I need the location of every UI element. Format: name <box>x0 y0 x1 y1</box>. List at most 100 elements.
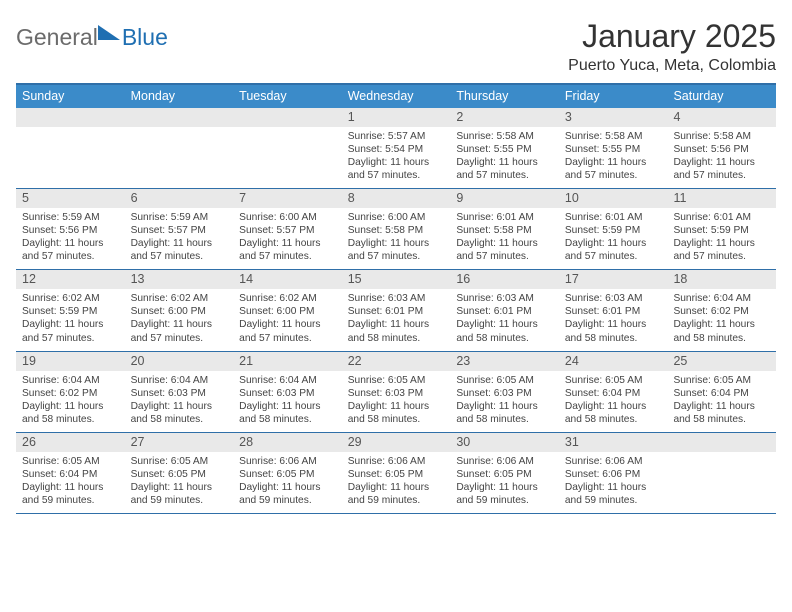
day-details: Sunrise: 6:05 AMSunset: 6:05 PMDaylight:… <box>125 452 234 513</box>
day-detail-line: Daylight: 11 hours and 58 minutes. <box>22 400 119 426</box>
day-detail-line: Sunset: 6:01 PM <box>456 305 553 318</box>
day-number: 16 <box>450 270 559 289</box>
day-detail-line: Sunset: 5:55 PM <box>456 143 553 156</box>
calendar-cell: 27Sunrise: 6:05 AMSunset: 6:05 PMDayligh… <box>125 433 234 513</box>
calendar-cell: 9Sunrise: 6:01 AMSunset: 5:58 PMDaylight… <box>450 189 559 269</box>
day-details: Sunrise: 6:05 AMSunset: 6:03 PMDaylight:… <box>342 371 451 432</box>
day-detail-line: Daylight: 11 hours and 57 minutes. <box>22 318 119 344</box>
day-detail-line: Sunrise: 6:05 AM <box>22 455 119 468</box>
day-detail-line: Sunset: 6:03 PM <box>131 387 228 400</box>
day-detail-line: Daylight: 11 hours and 57 minutes. <box>673 237 770 263</box>
calendar-cell: 13Sunrise: 6:02 AMSunset: 6:00 PMDayligh… <box>125 270 234 350</box>
day-details <box>233 127 342 136</box>
day-label-wednesday: Wednesday <box>342 85 451 108</box>
day-detail-line: Daylight: 11 hours and 58 minutes. <box>565 400 662 426</box>
day-number: 19 <box>16 352 125 371</box>
day-detail-line: Sunset: 6:03 PM <box>456 387 553 400</box>
calendar-week-row: 12Sunrise: 6:02 AMSunset: 5:59 PMDayligh… <box>16 270 776 351</box>
day-number: 9 <box>450 189 559 208</box>
day-number <box>125 108 234 127</box>
day-detail-line: Daylight: 11 hours and 59 minutes. <box>565 481 662 507</box>
day-number <box>667 433 776 452</box>
calendar-cell: 25Sunrise: 6:05 AMSunset: 6:04 PMDayligh… <box>667 352 776 432</box>
day-label-thursday: Thursday <box>450 85 559 108</box>
day-label-tuesday: Tuesday <box>233 85 342 108</box>
day-detail-line: Sunset: 6:03 PM <box>239 387 336 400</box>
day-detail-line: Sunset: 5:56 PM <box>22 224 119 237</box>
day-number: 1 <box>342 108 451 127</box>
day-detail-line: Sunrise: 6:00 AM <box>239 211 336 224</box>
calendar-cell: 11Sunrise: 6:01 AMSunset: 5:59 PMDayligh… <box>667 189 776 269</box>
day-number: 8 <box>342 189 451 208</box>
day-detail-line: Daylight: 11 hours and 57 minutes. <box>22 237 119 263</box>
day-details: Sunrise: 6:04 AMSunset: 6:03 PMDaylight:… <box>233 371 342 432</box>
day-detail-line: Sunrise: 6:02 AM <box>22 292 119 305</box>
day-number: 5 <box>16 189 125 208</box>
day-detail-line: Sunset: 6:04 PM <box>673 387 770 400</box>
day-detail-line: Sunset: 6:02 PM <box>673 305 770 318</box>
day-details: Sunrise: 5:59 AMSunset: 5:57 PMDaylight:… <box>125 208 234 269</box>
day-detail-line: Sunrise: 6:05 AM <box>348 374 445 387</box>
calendar-cell: 14Sunrise: 6:02 AMSunset: 6:00 PMDayligh… <box>233 270 342 350</box>
day-details: Sunrise: 5:58 AMSunset: 5:55 PMDaylight:… <box>559 127 668 188</box>
calendar-cell <box>125 108 234 188</box>
calendar-cell: 21Sunrise: 6:04 AMSunset: 6:03 PMDayligh… <box>233 352 342 432</box>
day-detail-line: Sunrise: 6:04 AM <box>22 374 119 387</box>
page-title: January 2025 <box>568 18 776 55</box>
calendar-cell: 28Sunrise: 6:06 AMSunset: 6:05 PMDayligh… <box>233 433 342 513</box>
calendar-cell: 1Sunrise: 5:57 AMSunset: 5:54 PMDaylight… <box>342 108 451 188</box>
day-number: 26 <box>16 433 125 452</box>
day-details: Sunrise: 6:01 AMSunset: 5:59 PMDaylight:… <box>559 208 668 269</box>
day-details: Sunrise: 6:05 AMSunset: 6:04 PMDaylight:… <box>559 371 668 432</box>
calendar-cell: 6Sunrise: 5:59 AMSunset: 5:57 PMDaylight… <box>125 189 234 269</box>
day-number: 6 <box>125 189 234 208</box>
day-details: Sunrise: 6:04 AMSunset: 6:02 PMDaylight:… <box>16 371 125 432</box>
calendar-week-row: 19Sunrise: 6:04 AMSunset: 6:02 PMDayligh… <box>16 352 776 433</box>
calendar-cell: 10Sunrise: 6:01 AMSunset: 5:59 PMDayligh… <box>559 189 668 269</box>
day-details: Sunrise: 6:06 AMSunset: 6:06 PMDaylight:… <box>559 452 668 513</box>
day-detail-line: Daylight: 11 hours and 58 minutes. <box>456 318 553 344</box>
day-details: Sunrise: 6:06 AMSunset: 6:05 PMDaylight:… <box>450 452 559 513</box>
day-detail-line: Sunrise: 6:04 AM <box>673 292 770 305</box>
day-detail-line: Sunrise: 5:59 AM <box>131 211 228 224</box>
day-detail-line: Daylight: 11 hours and 57 minutes. <box>565 156 662 182</box>
day-number: 2 <box>450 108 559 127</box>
day-detail-line: Daylight: 11 hours and 58 minutes. <box>673 400 770 426</box>
day-detail-line: Sunset: 6:05 PM <box>239 468 336 481</box>
day-detail-line: Sunset: 6:04 PM <box>22 468 119 481</box>
logo-triangle-icon <box>98 25 120 40</box>
calendar-cell: 2Sunrise: 5:58 AMSunset: 5:55 PMDaylight… <box>450 108 559 188</box>
day-number <box>233 108 342 127</box>
calendar-week-row: 26Sunrise: 6:05 AMSunset: 6:04 PMDayligh… <box>16 433 776 514</box>
day-label-monday: Monday <box>125 85 234 108</box>
day-details: Sunrise: 6:00 AMSunset: 5:57 PMDaylight:… <box>233 208 342 269</box>
calendar-cell: 17Sunrise: 6:03 AMSunset: 6:01 PMDayligh… <box>559 270 668 350</box>
day-detail-line: Sunset: 6:02 PM <box>22 387 119 400</box>
day-detail-line: Daylight: 11 hours and 58 minutes. <box>673 318 770 344</box>
day-detail-line: Sunrise: 6:06 AM <box>565 455 662 468</box>
day-details: Sunrise: 5:58 AMSunset: 5:56 PMDaylight:… <box>667 127 776 188</box>
calendar-page: General Blue January 2025 Puerto Yuca, M… <box>0 0 792 514</box>
day-details: Sunrise: 6:05 AMSunset: 6:04 PMDaylight:… <box>16 452 125 513</box>
day-details: Sunrise: 6:00 AMSunset: 5:58 PMDaylight:… <box>342 208 451 269</box>
day-number: 23 <box>450 352 559 371</box>
calendar-cell: 29Sunrise: 6:06 AMSunset: 6:05 PMDayligh… <box>342 433 451 513</box>
day-detail-line: Sunrise: 6:04 AM <box>131 374 228 387</box>
day-detail-line: Sunset: 6:05 PM <box>456 468 553 481</box>
day-detail-line: Sunset: 6:00 PM <box>131 305 228 318</box>
day-details: Sunrise: 6:03 AMSunset: 6:01 PMDaylight:… <box>342 289 451 350</box>
day-detail-line: Sunrise: 5:58 AM <box>673 130 770 143</box>
calendar-cell <box>16 108 125 188</box>
day-detail-line: Sunset: 6:03 PM <box>348 387 445 400</box>
day-detail-line: Daylight: 11 hours and 59 minutes. <box>456 481 553 507</box>
day-details: Sunrise: 5:57 AMSunset: 5:54 PMDaylight:… <box>342 127 451 188</box>
day-detail-line: Daylight: 11 hours and 58 minutes. <box>348 318 445 344</box>
day-detail-line: Sunrise: 6:05 AM <box>673 374 770 387</box>
day-detail-line: Sunrise: 6:02 AM <box>239 292 336 305</box>
calendar-cell: 4Sunrise: 5:58 AMSunset: 5:56 PMDaylight… <box>667 108 776 188</box>
day-detail-line: Sunrise: 6:06 AM <box>239 455 336 468</box>
day-detail-line: Daylight: 11 hours and 59 minutes. <box>22 481 119 507</box>
day-detail-line: Daylight: 11 hours and 57 minutes. <box>348 156 445 182</box>
calendar-week-row: 1Sunrise: 5:57 AMSunset: 5:54 PMDaylight… <box>16 108 776 189</box>
day-number: 18 <box>667 270 776 289</box>
